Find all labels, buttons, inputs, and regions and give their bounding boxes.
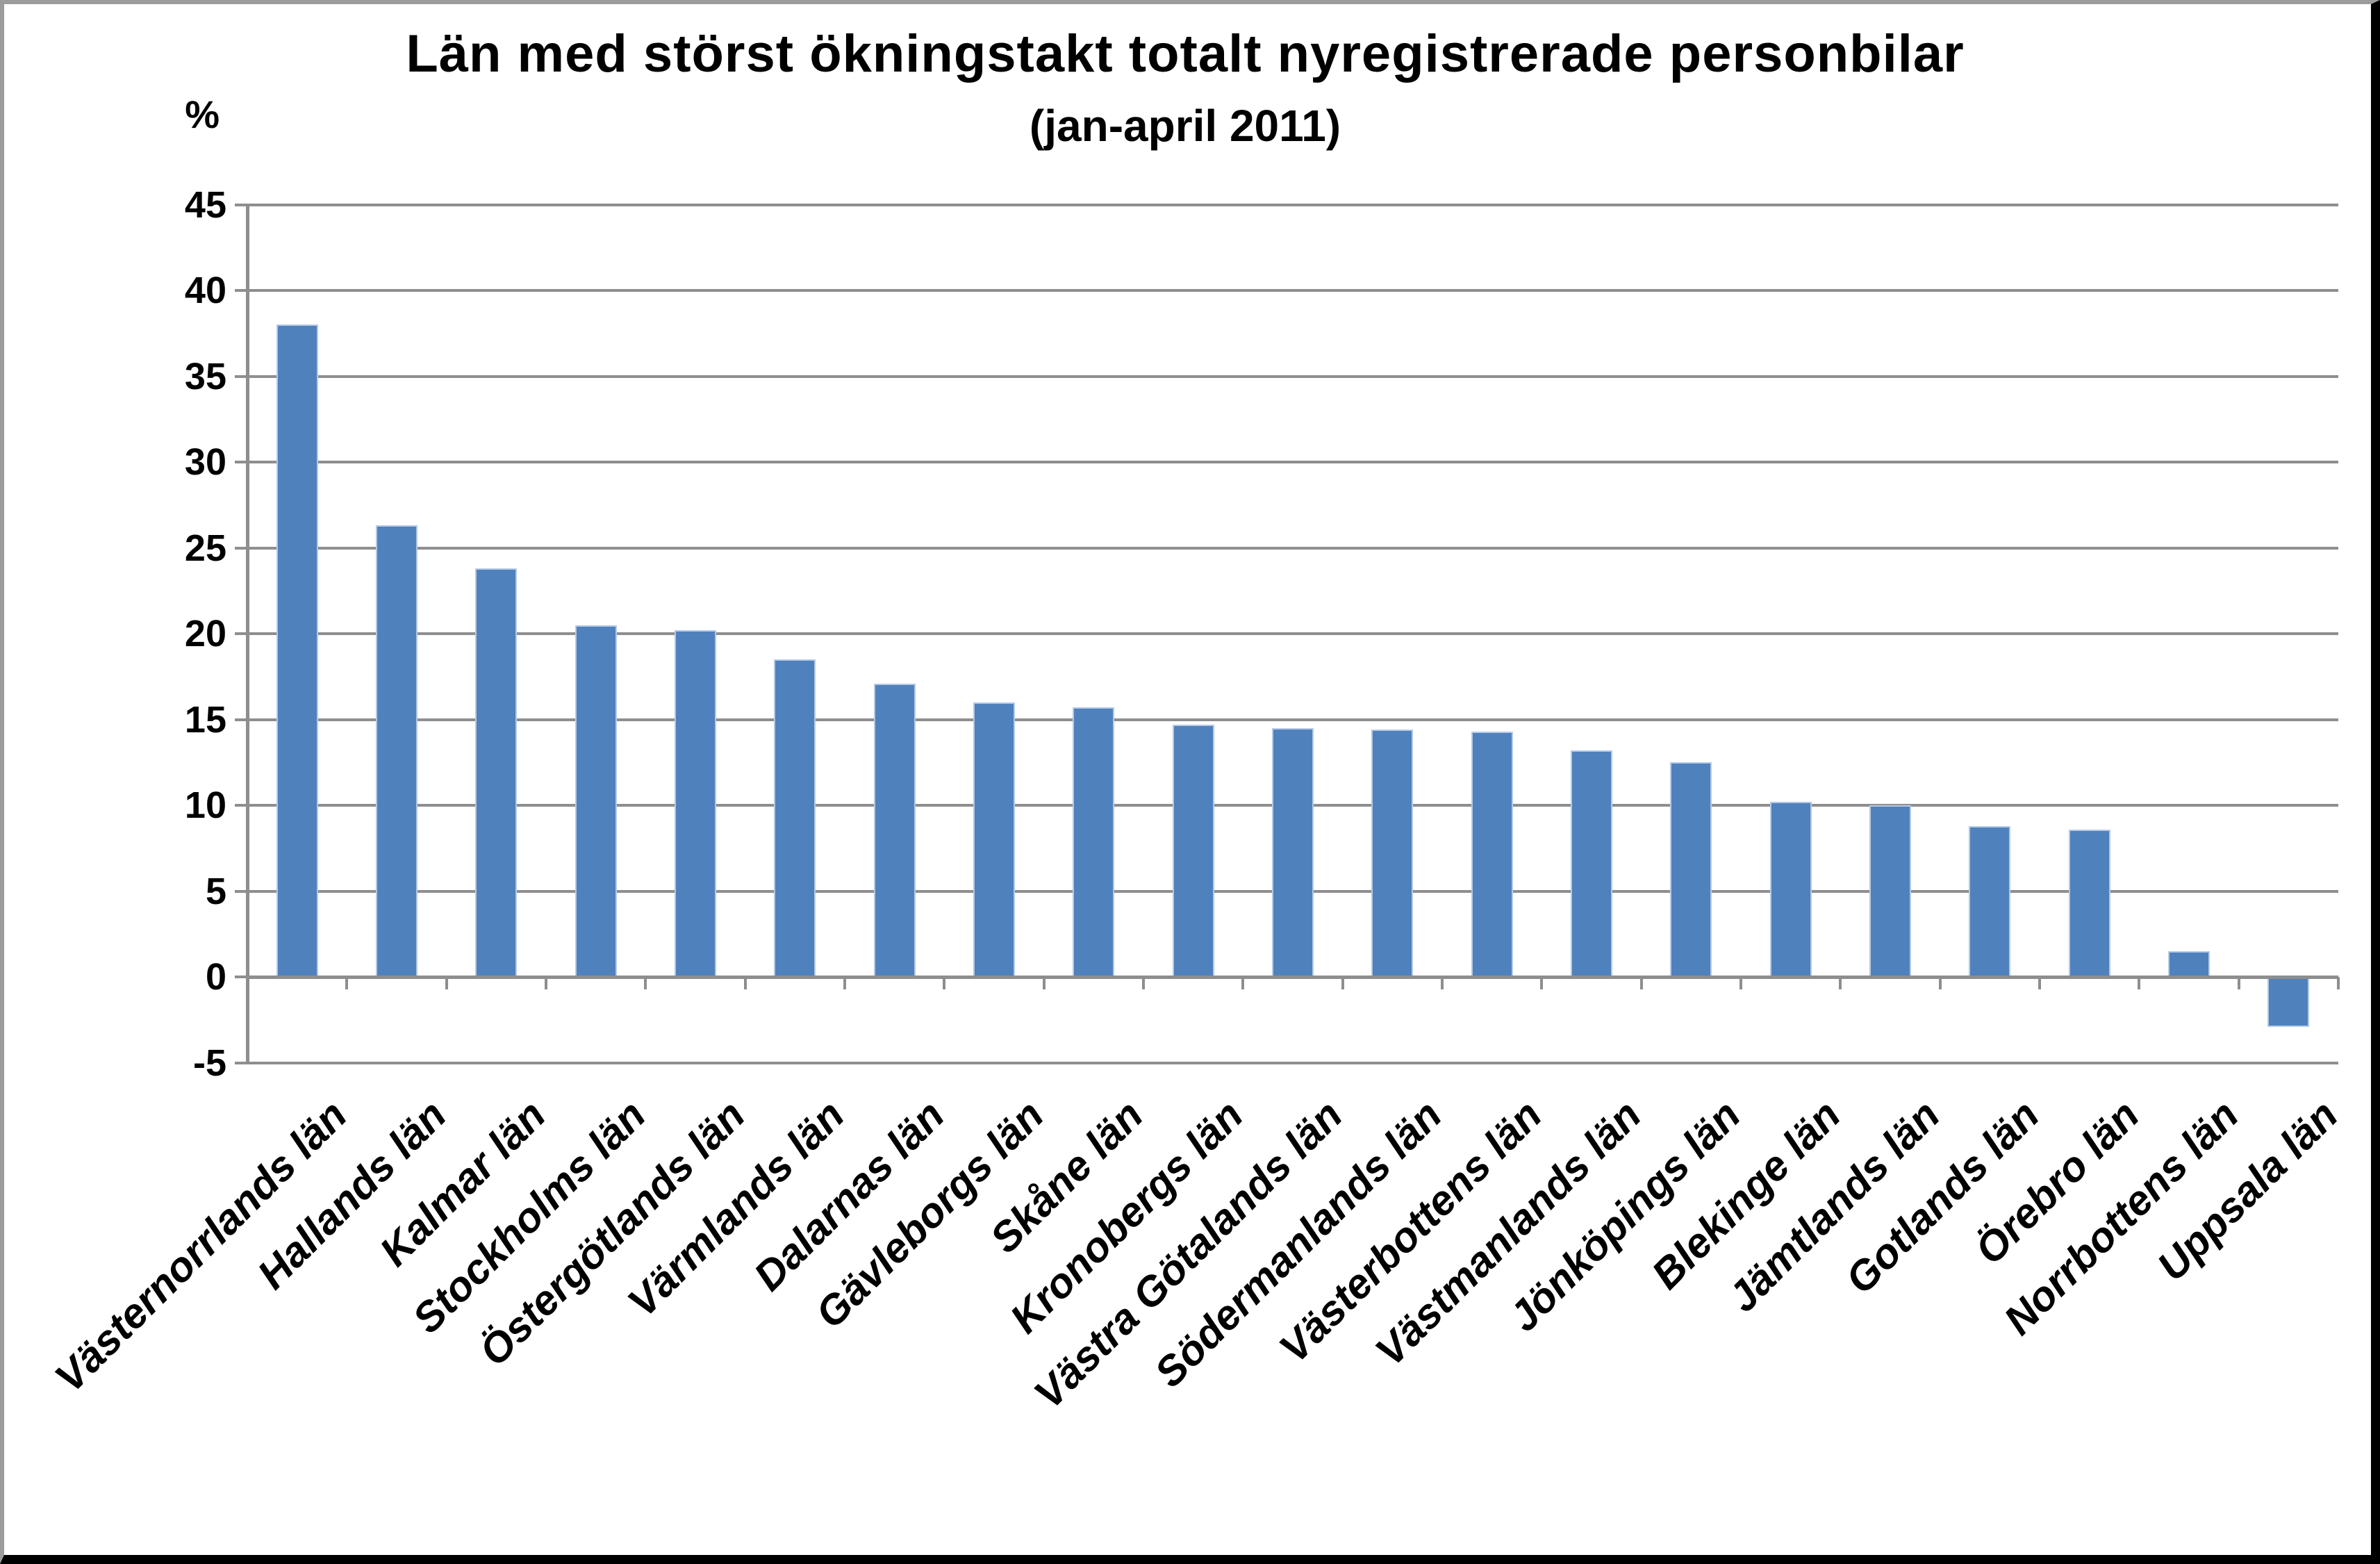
y-axis-tick	[235, 289, 247, 292]
bar	[475, 568, 518, 977]
y-axis-tick	[235, 374, 247, 378]
y-tick-label: 35	[184, 355, 226, 397]
x-axis-tick	[345, 977, 349, 989]
x-axis-tick	[1142, 977, 1145, 989]
bar	[1769, 802, 1812, 977]
y-axis-tick	[235, 976, 247, 978]
y-tick-label: 45	[184, 183, 226, 226]
y-axis-line	[246, 204, 249, 1063]
x-axis-tick	[1341, 977, 1344, 989]
y-axis-tick	[235, 632, 247, 635]
y-axis-tick	[235, 889, 247, 893]
x-axis-tick	[445, 977, 448, 989]
gridline	[247, 289, 2338, 292]
bar	[376, 525, 418, 977]
bar	[1571, 750, 1612, 977]
x-axis-tick	[843, 977, 846, 989]
y-tick-label: -5	[192, 1042, 226, 1084]
x-axis-tick	[2038, 977, 2041, 989]
chart-title: Län med störst ökningstakt totalt nyregi…	[406, 24, 1965, 83]
x-axis-tick	[2337, 977, 2340, 989]
gridline	[247, 1061, 2338, 1064]
y-axis-tick	[235, 718, 247, 721]
x-axis-tick	[1441, 977, 1444, 989]
x-axis-tick	[743, 977, 747, 989]
bar	[2267, 977, 2310, 1027]
y-tick-label: 30	[184, 441, 226, 483]
x-axis-line	[247, 976, 2338, 979]
bar	[1969, 825, 2011, 977]
gridline	[247, 718, 2338, 721]
bar	[2168, 950, 2210, 977]
gridline	[247, 546, 2338, 550]
bar	[1670, 762, 1712, 977]
x-axis-tick	[943, 977, 946, 989]
bar	[1869, 805, 1911, 977]
y-tick-label: 5	[205, 870, 226, 912]
bar	[1073, 707, 1115, 977]
x-axis-tick	[1540, 977, 1544, 989]
x-axis-tick	[1042, 977, 1046, 989]
x-axis-tick	[2237, 977, 2240, 989]
y-tick-label: 25	[184, 527, 226, 569]
y-axis-tick	[235, 804, 247, 807]
x-axis-tick	[1839, 977, 1842, 989]
x-axis-tick	[1739, 977, 1742, 989]
x-axis-tick	[1639, 977, 1643, 989]
bar	[575, 625, 617, 977]
y-tick-label: 40	[184, 270, 226, 311]
bar	[675, 630, 716, 977]
bar	[2068, 829, 2110, 977]
bar	[774, 659, 816, 977]
y-tick-label: 20	[184, 613, 226, 655]
bar	[1471, 731, 1513, 977]
y-axis-tick	[235, 1061, 247, 1064]
bar	[973, 702, 1015, 977]
gridline	[247, 632, 2338, 635]
bar	[1272, 727, 1314, 977]
bar	[1371, 730, 1414, 977]
x-axis-tick	[644, 977, 647, 989]
bar	[1172, 724, 1214, 977]
gridline	[247, 461, 2338, 463]
x-axis-tick	[545, 977, 547, 989]
x-axis-tick	[1241, 977, 1245, 989]
y-axis-tick	[235, 461, 247, 463]
x-axis-tick	[2138, 977, 2141, 989]
gridline	[247, 374, 2338, 378]
y-tick-label: 10	[184, 784, 226, 826]
gridline	[247, 203, 2338, 206]
bar	[276, 324, 318, 977]
y-axis-tick	[235, 546, 247, 550]
x-axis-tick	[1938, 977, 1942, 989]
y-tick-label: 15	[184, 698, 226, 741]
bar	[873, 683, 916, 977]
y-axis-unit-label: %	[185, 92, 220, 136]
y-tick-label: 0	[205, 956, 226, 998]
chart-subtitle: (jan-april 2011)	[1029, 101, 1341, 151]
y-axis-tick	[235, 203, 247, 206]
